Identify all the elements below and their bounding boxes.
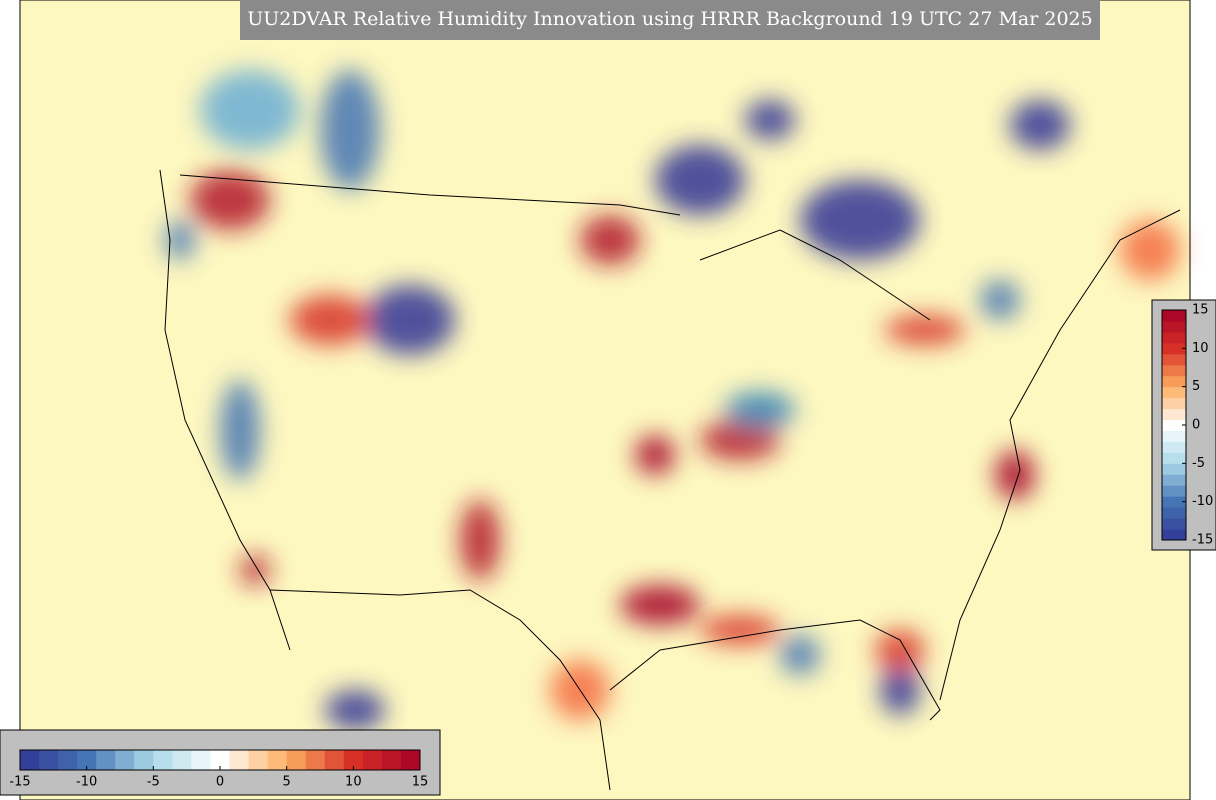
colorbar-step: [1162, 310, 1186, 322]
colorbar-step: [1162, 331, 1186, 344]
map-field: [20, 0, 1190, 800]
colorbar-step: [1162, 452, 1186, 464]
colorbar-step: [115, 750, 135, 770]
colorbar-step: [1162, 353, 1186, 366]
colorbar-step: [1162, 463, 1186, 475]
colorbar-step: [134, 750, 154, 770]
colorbar-tick-label: 5: [283, 775, 291, 790]
colorbar-tick-label: 10: [345, 775, 362, 790]
colorbar-step: [1162, 518, 1186, 530]
colorbar-step: [153, 750, 173, 770]
colorbar-step: [1162, 397, 1186, 410]
colorbar-step: [267, 750, 288, 770]
colorbar-step: [1162, 474, 1186, 486]
colorbar-step: [172, 750, 192, 770]
colorbar-step: [1162, 485, 1186, 497]
colorbar-tick-label: 5: [1192, 379, 1200, 394]
colorbar-tick-label: -10: [76, 775, 97, 790]
colorbar-tick-label: 15: [412, 775, 429, 790]
colorbar-step: [1162, 496, 1186, 508]
colorbar-step: [77, 750, 97, 770]
title-box: UU2DVAR Relative Humidity Innovation usi…: [240, 0, 1100, 40]
colorbar-step: [343, 750, 364, 770]
colorbar-tick-label: -10: [1192, 494, 1213, 509]
colorbar-step: [20, 750, 40, 770]
colorbar-tick-label: -5: [1192, 456, 1205, 471]
colorbar-tick-label: 15: [1192, 303, 1209, 318]
colorbar-step: [1162, 507, 1186, 519]
colorbar-step: [305, 750, 326, 770]
colorbar-tick-label: 0: [1192, 418, 1200, 433]
colorbar-step: [1162, 386, 1186, 399]
colorbar-step: [1162, 408, 1186, 421]
colorbar-step: [381, 750, 402, 770]
colorbar-step: [58, 750, 78, 770]
colorbar-step: [286, 750, 307, 770]
colorbar-step: [400, 750, 421, 770]
colorbar-tick-label: -15: [9, 775, 30, 790]
colorbar-step: [191, 750, 211, 770]
colorbar-step: [1162, 419, 1186, 431]
colorbar-step: [229, 750, 250, 770]
colorbar-step: [1162, 441, 1186, 453]
colorbar-step: [1162, 320, 1186, 333]
colorbar-step: [39, 750, 59, 770]
colorbar-step: [1162, 364, 1186, 377]
colorbar-step: [324, 750, 345, 770]
colorbar-step: [1162, 375, 1186, 388]
colorbar-step: [248, 750, 269, 770]
colorbar-tick-label: 10: [1192, 341, 1209, 356]
colorbar-tick-label: 0: [216, 775, 224, 790]
colorbar-tick-label: -15: [1192, 533, 1213, 548]
colorbar-step: [96, 750, 116, 770]
title: UU2DVAR Relative Humidity Innovation usi…: [247, 8, 1092, 30]
colorbar-step: [1162, 529, 1186, 541]
colorbar-step: [1162, 430, 1186, 442]
colorbar-step: [1162, 342, 1186, 355]
colorbar-step: [210, 750, 231, 770]
colorbar-tick-label: -5: [147, 775, 160, 790]
colorbar-step: [362, 750, 383, 770]
